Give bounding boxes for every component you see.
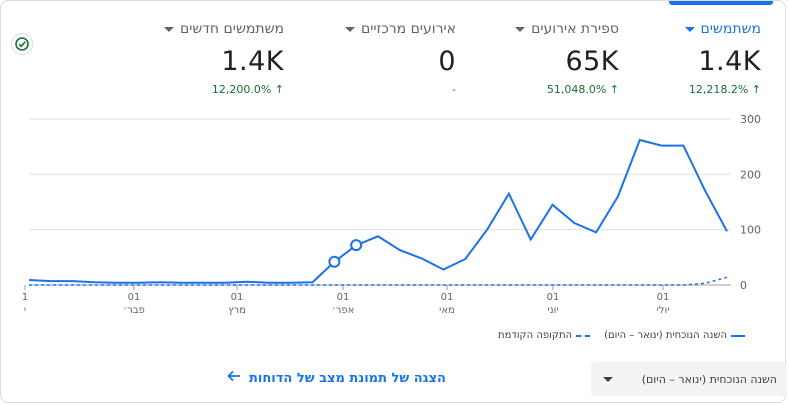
active-tab-indicator	[669, 1, 773, 5]
arrow-up-icon: ↑	[606, 83, 619, 96]
x-tick-day: 01	[547, 292, 560, 303]
annotation-point	[350, 239, 363, 252]
metric-label[interactable]: משתמשים חדשים	[154, 21, 284, 37]
series-previous-line	[29, 276, 728, 286]
legend-current-label: השנה הנוכחית (ינואר – היום)	[604, 330, 728, 341]
caret-down-icon	[684, 26, 695, 32]
metric-event-count-change: 51,048.0% ↑	[546, 83, 619, 96]
arrow-left-icon	[227, 370, 241, 386]
metric-users-value: 1.4K	[698, 46, 761, 77]
reports-snapshot-link[interactable]: הצגה של תמונת מצב של הדוחות	[227, 370, 446, 386]
reports-snapshot-link-label: הצגה של תמונת מצב של הדוחות	[249, 370, 446, 386]
metric-new-users-label: משתמשים חדשים	[179, 21, 284, 37]
period-dropdown[interactable]: השנה הנוכחית (ינואר – היום)	[591, 362, 787, 396]
metric-users-label: משתמשים	[700, 21, 761, 37]
metric-key-events[interactable]: אירועים מרכזיים 0 -	[326, 21, 456, 96]
metric-new-users-value: 1.4K	[221, 46, 284, 77]
metric-key-events-value: 0	[438, 46, 456, 77]
metric-new-users-change: 12,200.0% ↑	[211, 83, 284, 96]
y-tick-label: 300	[740, 113, 761, 126]
x-tick-day: 01	[337, 292, 350, 303]
legend-previous-label: התקופה הקודמת	[498, 330, 573, 341]
metric-key-events-label: אירועים מרכזיים	[360, 21, 456, 37]
x-tick-month: יולי	[657, 305, 670, 316]
caret-down-icon	[344, 26, 355, 32]
x-tick-day: 01	[657, 292, 670, 303]
metric-event-count-label: ספירת אירועים	[531, 21, 619, 37]
metric-users-change: 12,218.2% ↑	[688, 83, 761, 96]
legend-solid-swatch	[731, 334, 746, 337]
x-tick-day: 01	[128, 292, 141, 303]
x-tick-month: אפר׳	[332, 305, 355, 316]
x-tick-day: 01	[231, 292, 244, 303]
y-tick-label: 0	[740, 279, 747, 292]
x-tick-day: 1	[22, 292, 28, 303]
x-tick-month: מרץ	[228, 305, 246, 316]
annotation-point	[328, 255, 341, 268]
series-current-line	[28, 138, 728, 284]
period-dropdown-value: השנה הנוכחית (ינואר – היום)	[641, 372, 777, 386]
x-tick-month: יוני	[547, 305, 558, 316]
caret-down-icon	[515, 26, 526, 32]
metric-event-count[interactable]: ספירת אירועים 65K 51,048.0% ↑	[489, 21, 619, 96]
arrow-up-icon: ↑	[748, 83, 761, 96]
y-tick-label: 200	[740, 168, 761, 181]
line-chart: 300 200 100 0 01 יולי 01 יוני 01 מאי 01 אפר׳ 01 מרץ 01…	[22, 113, 761, 316]
caret-down-icon	[163, 26, 174, 32]
x-tick-day: 01	[441, 292, 454, 303]
arrow-up-icon: ↑	[271, 83, 284, 96]
legend: התקופה הקודמת השנה הנוכחית (ינואר – היום…	[498, 330, 746, 341]
metric-new-users[interactable]: משתמשים חדשים 1.4K 12,200.0% ↑	[154, 21, 284, 96]
x-tick-month: פבר׳	[123, 305, 145, 316]
x-tick-month: י	[24, 305, 26, 316]
metric-key-events-change: -	[452, 83, 456, 96]
metric-label[interactable]: אירועים מרכזיים	[326, 21, 456, 37]
legend-dashed-swatch	[576, 334, 591, 337]
caret-down-icon	[603, 376, 613, 382]
x-tick-month: מאי	[439, 305, 455, 316]
metric-users[interactable]: משתמשים 1.4K 12,218.2% ↑	[631, 21, 761, 96]
metric-label[interactable]: ספירת אירועים	[489, 21, 619, 37]
y-tick-label: 100	[740, 224, 761, 237]
status-check-icon	[11, 33, 33, 55]
metric-event-count-value: 65K	[565, 46, 619, 77]
metric-label[interactable]: משתמשים	[631, 21, 761, 37]
